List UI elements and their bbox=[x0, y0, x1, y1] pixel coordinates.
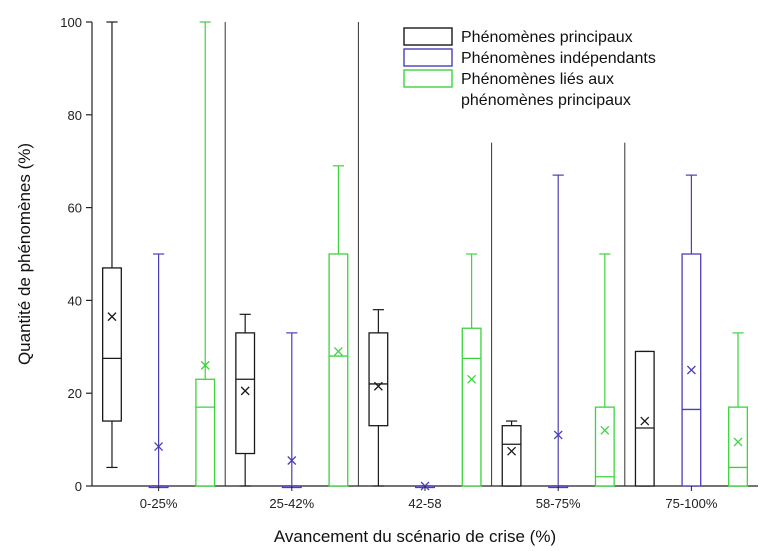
box bbox=[281, 332, 302, 489]
box bbox=[681, 174, 702, 487]
legend-swatch bbox=[403, 69, 453, 88]
y-tick-label: 20 bbox=[68, 386, 82, 401]
box bbox=[148, 253, 169, 489]
box bbox=[102, 21, 122, 469]
box-iqr bbox=[728, 406, 748, 487]
legend-swatch bbox=[403, 27, 453, 46]
box-iqr bbox=[368, 332, 389, 427]
x-tick-label: 58-75% bbox=[536, 496, 581, 511]
box bbox=[594, 253, 615, 487]
box-mean-marker bbox=[107, 312, 117, 322]
box bbox=[728, 332, 748, 487]
legend-label: Phénomènes indépendants bbox=[461, 50, 656, 67]
legend-label: phénomènes principaux bbox=[461, 92, 631, 109]
legend-label: Phénomènes liés aux bbox=[461, 71, 614, 88]
box-iqr bbox=[328, 253, 349, 487]
box-mean-marker bbox=[287, 456, 297, 465]
legend-swatch bbox=[403, 48, 453, 67]
x-tick-label: 25-42% bbox=[269, 496, 314, 511]
box bbox=[328, 165, 349, 487]
box-mean-marker bbox=[200, 360, 210, 370]
y-tick-label: 60 bbox=[68, 201, 82, 216]
box-mean-marker bbox=[640, 416, 650, 426]
box bbox=[501, 420, 522, 487]
box-mean-marker bbox=[373, 381, 383, 391]
box-iqr bbox=[501, 425, 522, 487]
y-tick-label: 80 bbox=[68, 108, 82, 123]
box bbox=[195, 21, 216, 487]
x-tick-label: 0-25% bbox=[140, 496, 178, 511]
box-mean-marker bbox=[240, 386, 250, 396]
y-tick-label: 100 bbox=[60, 15, 82, 30]
y-tick-label: 0 bbox=[75, 479, 82, 494]
box-mean-marker bbox=[333, 346, 343, 356]
box bbox=[634, 350, 655, 487]
box-iqr bbox=[461, 327, 482, 487]
box-mean-marker bbox=[733, 437, 743, 447]
legend: Phénomènes principaux Phénomènes indépend… bbox=[403, 27, 656, 109]
box bbox=[368, 309, 389, 487]
box-mean-marker bbox=[553, 430, 563, 440]
x-tick-label: 75-100% bbox=[665, 496, 717, 511]
box-iqr bbox=[594, 406, 615, 487]
box-mean-marker bbox=[154, 442, 164, 452]
box-mean-marker bbox=[467, 374, 477, 384]
box-mean-marker bbox=[507, 446, 517, 456]
legend-label: Phénomènes principaux bbox=[461, 29, 633, 46]
group-separators bbox=[224, 22, 626, 486]
x-tick-label: 42-58 bbox=[408, 496, 441, 511]
box-iqr bbox=[102, 267, 122, 422]
box bbox=[548, 174, 569, 489]
box-mean-marker bbox=[686, 365, 696, 375]
box bbox=[461, 253, 482, 487]
x-axis-title: Avancement du scénario de crise (%) bbox=[274, 527, 556, 546]
y-tick-label: 40 bbox=[68, 293, 82, 308]
box-iqr bbox=[235, 332, 256, 455]
box-series bbox=[102, 21, 748, 491]
axes: 0 20 40 60 80 100 0-25% 25-42% 42-58 58-75% 75-100… bbox=[60, 15, 718, 511]
box-mean-marker bbox=[600, 425, 610, 435]
y-axis-title: Quantité de phénomènes (%) bbox=[15, 143, 34, 365]
box-iqr bbox=[195, 378, 216, 487]
plot-frame bbox=[91, 22, 758, 487]
box-iqr bbox=[634, 350, 655, 487]
box bbox=[235, 313, 256, 487]
